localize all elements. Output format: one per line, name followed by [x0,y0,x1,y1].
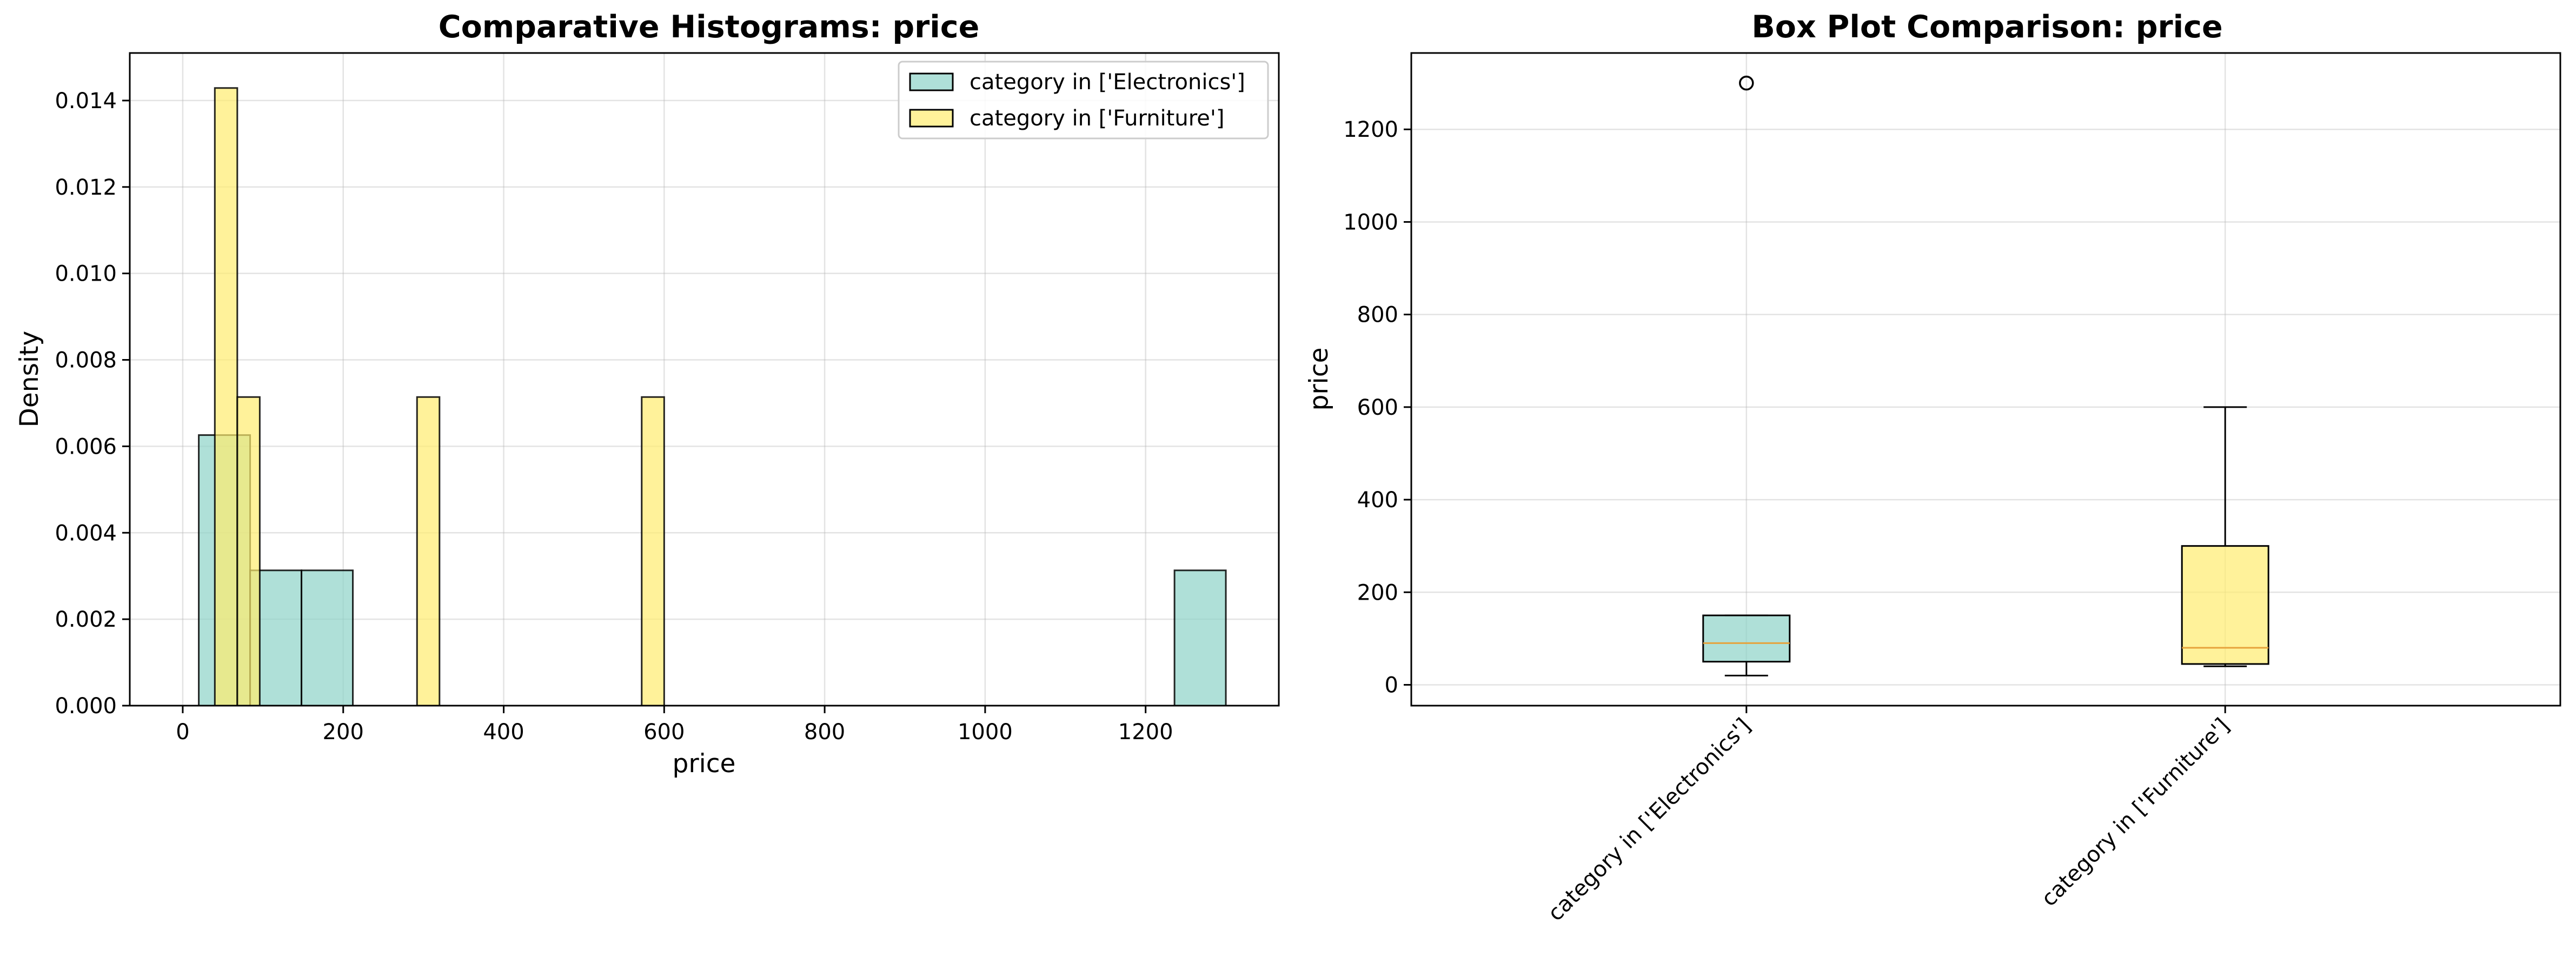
legend-swatch-electronics [909,72,954,91]
legend-swatch-furniture [909,109,954,128]
histogram-bar-furniture [416,396,441,707]
x-tick-label: 200 [323,720,364,745]
x-tick-label: 400 [483,720,524,745]
y-tick-label: 1200 [1343,117,1398,142]
y-tick-label: 0.014 [55,89,117,114]
histogram-x-ticks: 0 200 400 600 800 1000 1200 [176,706,1173,745]
histogram-bar-electronics [301,569,354,707]
histogram-bar-furniture [214,87,238,707]
histogram-y-ticks: 0.000 0.002 0.004 0.006 0.008 0.010 0.012 0.014 [55,89,130,719]
legend-label-furniture: category in ['Furniture'] [970,106,1224,131]
y-tick-label: 0.000 [55,694,117,719]
y-tick-label: 600 [1357,395,1398,420]
boxplot-y-ticks: 0 200 400 600 800 1000 1200 [1343,117,1411,698]
x-tick-label: 1200 [1118,720,1173,745]
histogram-title: Comparative Histograms: price [439,9,979,45]
y-tick-label: 0.012 [55,175,117,200]
histogram-y-axis-label: Density [15,331,44,428]
x-tick-label: 800 [804,720,845,745]
y-tick-label: 0.002 [55,607,117,632]
y-tick-label: 200 [1357,580,1398,605]
x-tick-label: 0 [176,720,189,745]
boxplot-grid [1411,53,2560,706]
y-tick-label: 0 [1385,673,1398,698]
x-tick-label: 1000 [958,720,1013,745]
boxplot-y-axis-label: price [1304,348,1334,411]
y-tick-label: 1000 [1343,210,1398,235]
box-furniture [2181,545,2269,665]
y-tick-label: 0.010 [55,262,117,287]
histogram-bar-furniture [236,396,261,707]
histogram-x-axis-label: price [673,749,736,779]
legend-frame [898,61,1269,140]
boxplot-elements [1702,75,2269,676]
histogram-bar-furniture [641,396,665,707]
histogram-legend: category in ['Electronics'] category in … [898,61,1269,140]
histogram-plot-frame [129,52,1280,707]
legend-label-electronics: category in ['Electronics'] [970,70,1245,95]
x-tick-label: 600 [643,720,685,745]
y-tick-label: 0.008 [55,348,117,373]
histogram-bar-electronics [1173,569,1227,707]
y-tick-label: 0.006 [55,434,117,459]
y-tick-label: 800 [1357,303,1398,328]
box-electronics [1702,614,1791,663]
boxplot-plot-frame [1410,52,2561,707]
boxplot-title: Box Plot Comparison: price [1751,9,2222,45]
box-outlier-electronics [1739,75,1754,91]
histogram-panel: Comparative Histograms: price 0 200 400 600… [15,9,1280,779]
y-tick-label: 400 [1357,488,1398,513]
y-tick-label: 0.004 [55,521,117,546]
histogram-bars [198,87,1227,707]
